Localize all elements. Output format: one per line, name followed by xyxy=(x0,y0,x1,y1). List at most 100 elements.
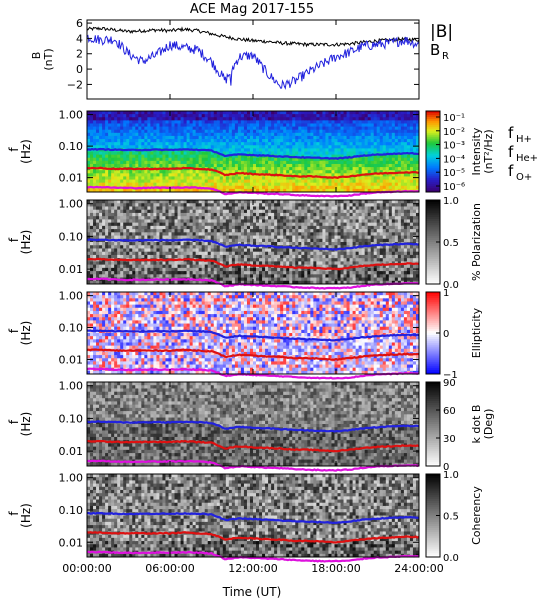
spectrogram-cell xyxy=(210,254,215,259)
spectrogram-cell xyxy=(262,188,266,193)
spectrogram-cell xyxy=(277,271,281,275)
spectrogram-cell xyxy=(289,248,293,253)
spectrogram-cell xyxy=(313,179,317,184)
spectrogram-cell xyxy=(225,206,230,211)
spectrogram-cell xyxy=(111,188,115,193)
spectrogram-cell xyxy=(165,182,169,187)
spectrogram-cell xyxy=(180,274,185,279)
spectrogram-cell xyxy=(225,167,230,171)
spectrogram-cell xyxy=(132,114,136,118)
spectrogram-cell xyxy=(117,267,121,272)
spectrogram-cell xyxy=(340,160,345,165)
spectrogram-cell xyxy=(301,151,305,156)
spectrogram-cell xyxy=(120,267,124,272)
spectrogram-cell xyxy=(292,222,296,227)
spectrogram-cell xyxy=(195,114,200,118)
spectrogram-cell xyxy=(147,160,151,165)
spectrogram-cell xyxy=(370,179,375,184)
spectrogram-cell xyxy=(213,261,218,266)
spectrogram-cell xyxy=(150,173,154,177)
spectrogram-cell xyxy=(123,245,127,249)
spectrogram-cell xyxy=(355,139,360,143)
spectrogram-cell xyxy=(198,280,203,285)
spectrogram-cell xyxy=(364,170,369,174)
spectrogram-cell xyxy=(183,203,188,207)
spectrogram-cell xyxy=(105,151,109,156)
spectrogram-cell xyxy=(93,126,97,131)
spectrogram-cell xyxy=(174,242,179,246)
spectrogram-cell xyxy=(228,225,233,230)
spectrogram-cell xyxy=(111,245,115,249)
spectrogram-cell xyxy=(234,248,239,253)
spectrogram-cell xyxy=(102,135,106,140)
spectrogram-cell xyxy=(292,271,296,275)
spectrogram-cell xyxy=(391,145,396,149)
spectrogram-cell xyxy=(174,216,179,220)
spectrogram-cell xyxy=(87,264,91,269)
spectrogram-cell xyxy=(141,261,145,266)
spectrogram-cell xyxy=(379,167,384,171)
colorbar-tick-label: 10⁻¹ xyxy=(443,113,465,124)
spectrogram-cell xyxy=(412,120,417,124)
spectrogram-cell xyxy=(210,126,215,131)
spectrogram-cell xyxy=(307,176,311,181)
spectrogram-cell xyxy=(189,129,194,134)
spectrogram-cell xyxy=(283,280,287,285)
spectrogram-cell xyxy=(231,142,236,146)
spectrogram-cell xyxy=(147,251,151,256)
spectrogram-cell xyxy=(313,135,317,140)
spectrogram-cell xyxy=(120,129,124,134)
spectrogram-cell xyxy=(153,176,157,181)
spectrogram-cell xyxy=(286,114,290,118)
spectrogram-cell xyxy=(337,163,342,168)
spectrogram-cell xyxy=(334,142,339,146)
spectrogram-cell xyxy=(334,182,339,187)
spectrogram-cell xyxy=(286,212,290,217)
spectrogram-cell xyxy=(165,254,169,259)
spectrogram-cell xyxy=(141,111,145,115)
spectrogram-cell xyxy=(379,182,384,187)
spectrogram-cell xyxy=(274,139,278,143)
spectrogram-cell xyxy=(138,188,142,193)
spectrogram-cell xyxy=(277,229,281,233)
spectrogram-cell xyxy=(123,271,127,275)
spectrogram-cell xyxy=(219,251,224,256)
spectrogram-cell xyxy=(271,139,275,143)
spectrogram-cell xyxy=(144,203,148,207)
spectrogram-cell xyxy=(99,229,103,233)
spectrogram-cell xyxy=(87,120,91,124)
spectrogram-cell xyxy=(189,117,194,121)
spectrogram-cell xyxy=(307,206,311,211)
spectrogram-cell xyxy=(150,114,154,118)
spectrogram-cell xyxy=(313,129,317,134)
spectrogram-cell xyxy=(295,123,299,128)
spectrogram-cell xyxy=(262,123,266,128)
spectrogram-cell xyxy=(289,258,293,262)
spectrogram-cell xyxy=(198,163,203,168)
spectrogram-cell xyxy=(156,251,160,256)
spectrogram-cell xyxy=(216,135,221,140)
spectrogram-cell xyxy=(108,242,112,246)
spectrogram-cell xyxy=(361,142,366,146)
spectrogram-cell xyxy=(231,135,236,140)
spectrogram-cell xyxy=(234,151,239,156)
spectrogram-cell xyxy=(147,222,151,227)
spectrogram-cell xyxy=(189,232,194,237)
spectrogram-cell xyxy=(147,173,151,177)
spectrogram-cell xyxy=(259,248,263,253)
spectrogram-cell xyxy=(150,145,154,149)
spectrogram-cell xyxy=(400,139,405,143)
spectrogram-cell xyxy=(249,219,254,224)
spectrogram-cell xyxy=(271,209,275,214)
spectrogram-cell xyxy=(204,254,209,259)
spectrogram-cell xyxy=(262,280,266,285)
spectrogram-cell xyxy=(319,173,323,177)
spectrogram-cell xyxy=(159,145,163,149)
spectrogram-cell xyxy=(355,123,360,128)
spectrogram-cell xyxy=(268,148,272,152)
spectrogram-cell xyxy=(298,238,302,243)
spectrogram-cell xyxy=(126,209,130,214)
spectrogram-cell xyxy=(141,242,145,246)
spectrogram-cell xyxy=(204,123,209,128)
spectrogram-cell xyxy=(210,216,215,220)
